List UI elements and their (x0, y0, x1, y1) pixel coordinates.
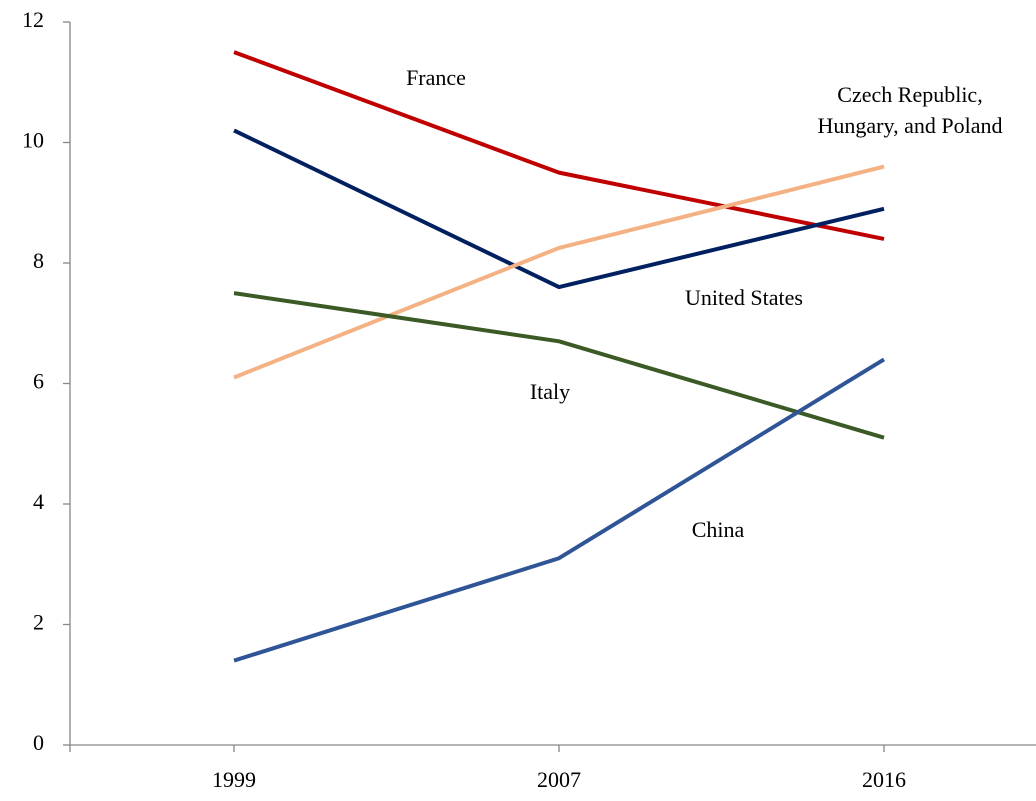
x-tick-label: 1999 (212, 767, 256, 792)
y-tick-label: 2 (33, 610, 44, 635)
series-line (233, 128, 885, 290)
y-tick-label: 12 (22, 7, 44, 32)
series-line (233, 357, 886, 663)
series-label: Italy (530, 379, 570, 404)
x-tick-label: 2016 (862, 767, 906, 792)
y-tick-label: 6 (33, 369, 44, 394)
series-line (233, 164, 885, 380)
series-label: Czech Republic, (837, 82, 982, 107)
series-line (233, 291, 885, 440)
series-line (233, 50, 885, 241)
x-tick-label: 2007 (537, 767, 581, 792)
series-label: Hungary, and Poland (818, 113, 1003, 138)
series-label: France (406, 65, 466, 90)
y-tick-label: 10 (22, 128, 44, 153)
y-tick-label: 8 (33, 248, 44, 273)
y-tick-label: 4 (33, 489, 44, 514)
series-label: United States (685, 285, 803, 310)
y-tick-label: 0 (33, 730, 44, 755)
series-label: China (692, 517, 745, 542)
